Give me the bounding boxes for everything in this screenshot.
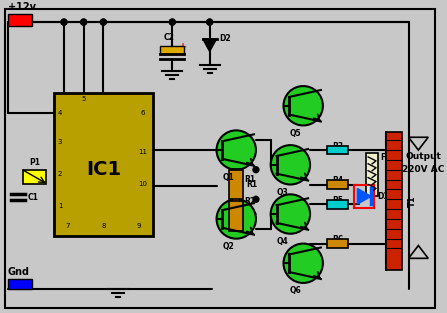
Text: 5: 5 xyxy=(81,96,86,102)
Text: 7: 7 xyxy=(66,223,70,229)
Text: R6: R6 xyxy=(332,235,343,244)
Text: R4: R4 xyxy=(332,176,343,185)
Text: Q2: Q2 xyxy=(223,242,234,251)
Circle shape xyxy=(101,19,106,25)
Text: P1: P1 xyxy=(29,158,40,167)
Circle shape xyxy=(169,19,175,25)
Text: R1: R1 xyxy=(246,180,257,189)
Bar xyxy=(23,170,46,183)
Text: F1: F1 xyxy=(380,153,391,162)
Text: 2: 2 xyxy=(58,171,62,177)
Circle shape xyxy=(207,19,213,25)
Bar xyxy=(160,46,184,54)
Text: Q5: Q5 xyxy=(290,129,301,138)
Text: 220V AC: 220V AC xyxy=(402,165,444,174)
Circle shape xyxy=(283,244,323,283)
Text: C1: C1 xyxy=(28,193,38,202)
Text: T1: T1 xyxy=(408,195,417,207)
Bar xyxy=(54,93,152,236)
Bar xyxy=(8,279,33,289)
Bar xyxy=(229,170,243,199)
Text: R5: R5 xyxy=(332,196,343,205)
Circle shape xyxy=(283,86,323,126)
Text: 9: 9 xyxy=(136,223,141,229)
Text: 3: 3 xyxy=(58,139,62,145)
Text: R3: R3 xyxy=(332,142,343,151)
Bar xyxy=(327,200,349,209)
Bar xyxy=(366,153,378,196)
Text: Gnd: Gnd xyxy=(8,267,30,277)
Text: D1: D1 xyxy=(377,192,388,201)
Circle shape xyxy=(207,19,213,25)
Bar xyxy=(327,180,349,189)
Bar xyxy=(232,190,240,212)
Bar xyxy=(229,201,243,231)
Text: +12v: +12v xyxy=(8,2,36,12)
Circle shape xyxy=(61,19,67,25)
Text: 1: 1 xyxy=(58,203,62,209)
Bar xyxy=(327,146,349,155)
Circle shape xyxy=(216,199,256,239)
Text: +: + xyxy=(179,42,187,52)
Circle shape xyxy=(81,19,87,25)
Circle shape xyxy=(81,19,87,25)
Bar xyxy=(386,132,401,270)
Circle shape xyxy=(61,19,67,25)
Text: IC1: IC1 xyxy=(86,160,121,179)
Circle shape xyxy=(216,131,256,170)
Text: Q4: Q4 xyxy=(277,237,288,246)
Bar xyxy=(8,14,33,26)
Text: 8: 8 xyxy=(101,223,105,229)
Text: D2: D2 xyxy=(219,34,231,43)
Polygon shape xyxy=(203,39,216,52)
Circle shape xyxy=(271,194,310,234)
Circle shape xyxy=(253,196,259,202)
Text: 6: 6 xyxy=(140,110,145,115)
Text: R1: R1 xyxy=(244,175,255,184)
Text: Output: Output xyxy=(405,152,441,162)
Text: 10: 10 xyxy=(138,181,147,187)
Text: 4: 4 xyxy=(58,110,62,115)
Bar xyxy=(354,184,374,208)
Text: C2: C2 xyxy=(164,33,175,42)
Text: R2: R2 xyxy=(246,212,257,220)
Text: Q1: Q1 xyxy=(223,173,234,182)
Circle shape xyxy=(271,145,310,184)
Circle shape xyxy=(253,167,259,173)
Text: 11: 11 xyxy=(138,149,147,155)
Text: Q3: Q3 xyxy=(277,188,288,197)
Text: R2: R2 xyxy=(244,197,255,206)
Circle shape xyxy=(101,19,106,25)
Bar xyxy=(327,239,349,248)
Bar xyxy=(232,169,240,190)
Polygon shape xyxy=(357,188,371,204)
Text: Q6: Q6 xyxy=(290,286,301,295)
Circle shape xyxy=(169,19,175,25)
